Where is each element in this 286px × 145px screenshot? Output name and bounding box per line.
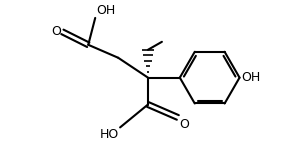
- Text: O: O: [51, 25, 61, 38]
- Text: O: O: [179, 118, 189, 131]
- Text: HO: HO: [100, 128, 119, 141]
- Text: OH: OH: [96, 4, 116, 17]
- Text: OH: OH: [242, 71, 261, 84]
